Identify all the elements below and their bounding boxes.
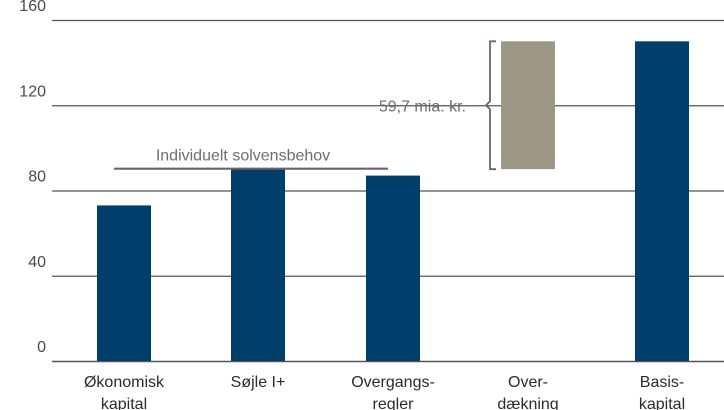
x-category-label: Overgangs-regler [351,374,435,410]
overcover-bar [501,41,555,170]
y-tick-label: 40 [28,254,46,271]
x-category-label-line: regler [373,396,415,410]
bar [635,41,689,361]
bar [231,169,285,361]
x-axis-labels: Økonomisk kapital Søjle I+ Overgangs-regler… [84,374,685,410]
x-category-label-line: kapital [101,396,147,410]
y-axis-ticks: 0 40 80 120 160 [19,0,46,356]
surplus-brace [485,40,496,171]
x-category-label-line: kapital [639,396,685,410]
bar [97,205,151,361]
x-category-label-line: Økonomisk [84,374,165,391]
x-category-label-line: dækning [497,396,558,410]
x-category-label: Over-dækning [497,374,558,410]
bars [97,41,689,361]
surplus-label: 59,7 mia. kr. [379,98,466,115]
x-category-label: Basis-kapital [639,374,685,410]
bar [366,175,420,361]
x-category-label-line: Søjle I+ [231,374,286,391]
x-category-label-line: Over- [508,374,548,391]
x-category-label: Søjle I+ [231,374,286,391]
x-category-label-line: Overgangs- [351,374,435,391]
solvency-requirement-label: Individuelt solvensbehov [156,148,330,165]
y-tick-label: 120 [19,83,46,100]
x-category-label-line: Basis- [640,374,684,391]
annotations: Individuelt solvensbehov 59,7 mia. kr. [114,40,496,171]
x-category-label: Økonomisk kapital [84,374,165,410]
y-tick-label: 0 [37,339,46,356]
y-tick-label: 160 [19,0,46,15]
y-tick-label: 80 [28,169,46,186]
